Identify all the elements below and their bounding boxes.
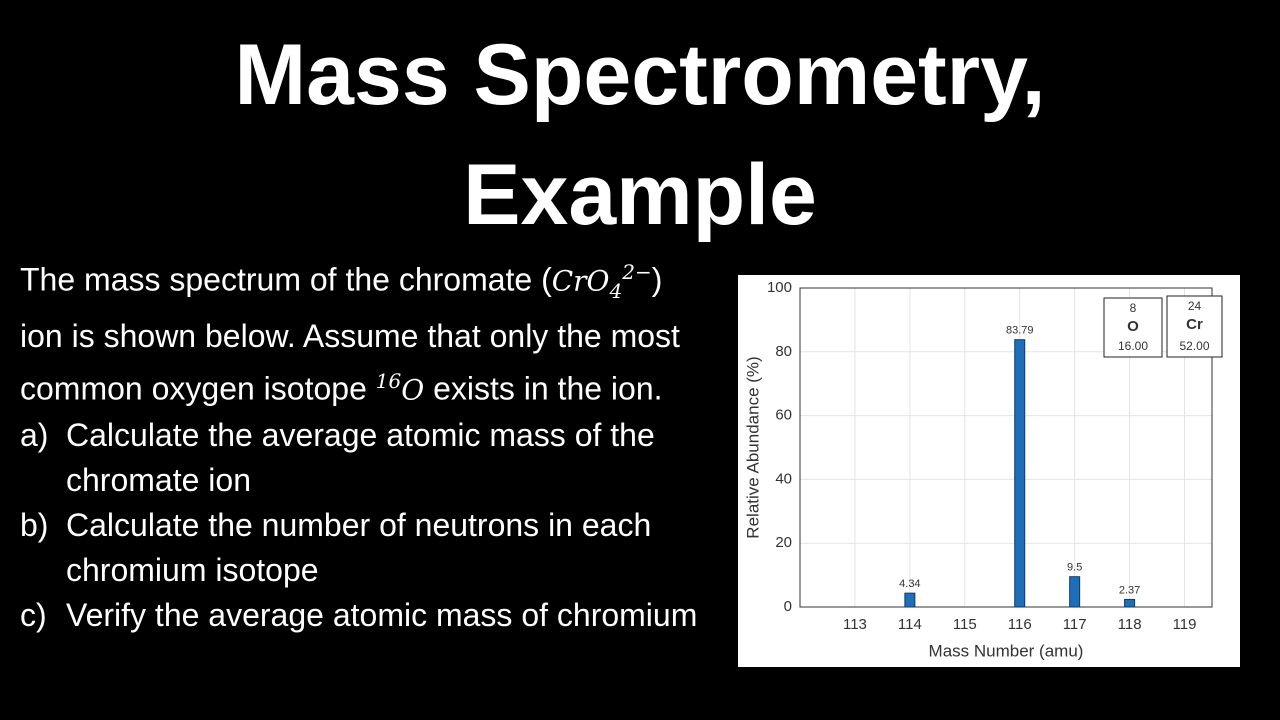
bar [1014, 339, 1026, 608]
x-tick-label: 118 [1118, 616, 1142, 633]
item: b) Calculate the number of neutrons in ea… [20, 503, 710, 593]
title: Mass Spectrometry, [234, 27, 1046, 123]
bar [904, 592, 916, 608]
y-tick-label: 40 [775, 470, 792, 487]
x-tick-label: 116 [1008, 616, 1032, 633]
x-tick-label: 113 [843, 616, 867, 633]
y-tick-label: 60 [775, 407, 792, 424]
item-text: Calculate the number of neutrons in each… [66, 506, 652, 588]
element-mass: 16.00 [1118, 339, 1148, 353]
isotope-symbol: O [401, 373, 425, 407]
item-label: a) [20, 416, 49, 453]
x-tick-label: 114 [898, 616, 922, 633]
item-text: Verify the average atomic mass of chromi… [66, 596, 698, 633]
bar [1069, 576, 1081, 608]
y-tick-label: 20 [775, 534, 792, 551]
text: exists in the ion. [433, 370, 663, 407]
plot-frame [799, 287, 1213, 608]
element-number: 8 [1130, 301, 1137, 315]
title: Example [463, 147, 817, 243]
item-text: Calculate the average atomic mass of the… [66, 416, 655, 498]
formula: CrO [551, 264, 610, 298]
data-label: 2.37 [1119, 584, 1140, 596]
formula-sup: 2− [622, 260, 652, 284]
text: ( [541, 261, 552, 298]
intro: The mass spectrum of the chromate (CrO42… [20, 250, 710, 413]
element-box [1166, 295, 1223, 358]
x-tick-label: 117 [1063, 616, 1087, 633]
x-tick-label: 119 [1173, 616, 1197, 633]
y-axis-label: Relative Abundance (%) [743, 356, 762, 538]
data-label: 83.79 [1006, 325, 1034, 337]
element-mass: 52.00 [1179, 339, 1209, 353]
data-label: 4.34 [899, 578, 920, 590]
data-label: 9.5 [1067, 562, 1082, 574]
element-symbol: Cr [1186, 316, 1203, 333]
chart: 0 20 40 60 80 100 113 114 115 116 117 118 119 Mass Nu… [738, 275, 1240, 667]
formula-sub: 4 [609, 279, 623, 304]
isotope-mass: 16 [375, 369, 402, 394]
element-box [1103, 297, 1163, 358]
y-tick-label: 80 [775, 343, 792, 360]
body: The mass spectrum of the chromate (CrO42… [20, 250, 710, 638]
element-symbol: O [1127, 318, 1139, 335]
text: The mass spectrum of the chromate [20, 261, 533, 298]
text: ) ion is shown below. Assume that only t… [20, 261, 680, 407]
item-label: c) [20, 596, 47, 633]
item-label: b) [20, 506, 49, 543]
item: c) Verify the average atomic mass of chro… [20, 593, 710, 638]
x-axis-label: Mass Number (amu) [929, 641, 1084, 660]
y-tick-label: 0 [784, 598, 792, 615]
item: a) Calculate the average atomic mass of t… [20, 413, 710, 503]
element-number: 24 [1188, 299, 1202, 313]
chart-background [738, 275, 1240, 667]
y-tick-label: 100 [767, 279, 792, 296]
item-list: a) Calculate the average atomic mass of t… [20, 413, 710, 638]
x-tick-label: 115 [953, 616, 977, 633]
bar [1124, 598, 1136, 608]
